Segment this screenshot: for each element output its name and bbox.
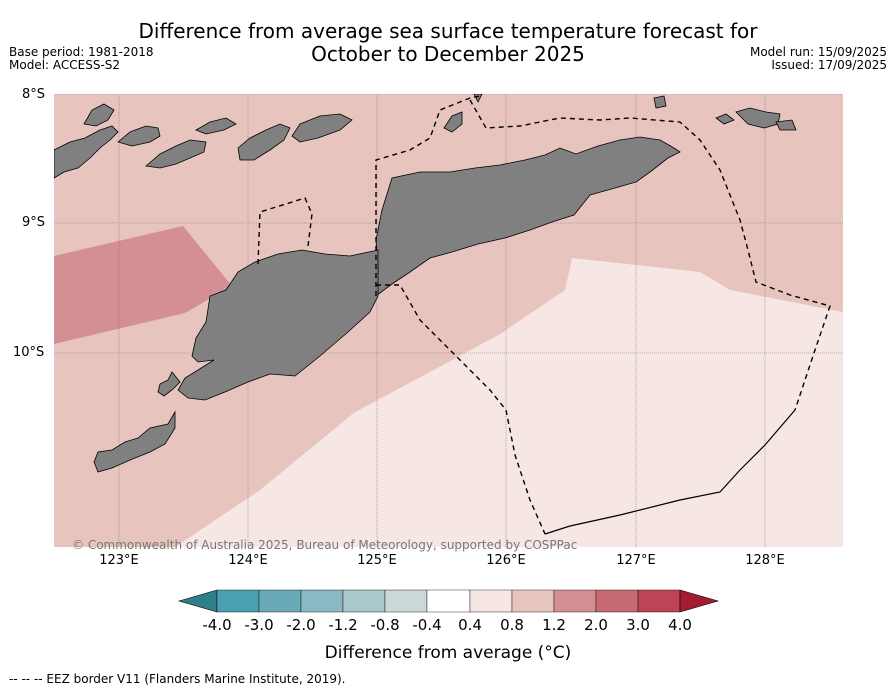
island-rote (93, 410, 176, 473)
model-run: Model run: 15/09/2025 (749, 45, 887, 59)
colorbar-tick: -2.0 (286, 616, 316, 634)
model-name: Model: ACCESS-S2 (9, 58, 121, 72)
island-atauro (443, 111, 463, 133)
colorbar-tick: 2.0 (584, 616, 608, 634)
colorbar-segment-1 (216, 589, 260, 613)
colorbar-segment-2 (258, 589, 302, 613)
map-title: Difference from average sea surface temp… (0, 20, 896, 66)
colorbar-segment-6 (426, 589, 471, 613)
lat-label-8s: 8°S (22, 87, 46, 102)
base-period: Base period: 1981-2018 (9, 45, 154, 59)
colorbar-label: Difference from average (°C) (324, 643, 572, 663)
meta-left: Base period: 1981-2018 Model: ACCESS-S2 (9, 46, 154, 72)
island-timor-west (177, 249, 379, 401)
colorbar-segment-9 (553, 589, 597, 613)
island-small-east-2 (775, 119, 797, 131)
lat-label-10s: 10°S (13, 345, 45, 360)
lon-label-124e: 124°E (228, 553, 268, 568)
island-romang (735, 107, 781, 129)
lon-label-128e: 128°E (745, 553, 785, 568)
lon-label-126e: 126°E (486, 553, 526, 568)
colorbar-tick: 4.0 (668, 616, 692, 634)
meta-right: Model run: 15/09/2025 Issued: 17/09/2025 (750, 46, 887, 72)
island-adonara (117, 125, 161, 147)
colorbar-segment-7 (469, 589, 513, 613)
island-small-north-1 (83, 103, 115, 127)
island-wetar-small (653, 95, 667, 109)
issued-date: Issued: 17/09/2025 (771, 58, 887, 72)
island-small-north-2 (473, 94, 483, 103)
colorbar-tick: 3.0 (626, 616, 650, 634)
island-solor (145, 139, 207, 169)
eez-border (257, 95, 831, 535)
colorbar-segment-10 (595, 589, 639, 613)
island-ndao (157, 371, 181, 397)
colorbar-segment-11 (637, 589, 681, 613)
colorbar-segment-8 (511, 589, 555, 613)
copyright-text: © Commonwealth of Australia 2025, Bureau… (72, 538, 578, 552)
lon-label-127e: 127°E (616, 553, 656, 568)
colorbar-tick: -4.0 (202, 616, 232, 634)
eez-note: -- -- -- EEZ border V11 (Flanders Marine… (9, 672, 346, 686)
island-timor-east (375, 136, 681, 297)
eez-border-solid (544, 409, 796, 535)
land (54, 94, 797, 473)
colorbar-min-arrow (177, 589, 218, 613)
island-pantar (237, 123, 291, 161)
colorbar-segment-3 (300, 589, 344, 613)
colorbar-tick: 0.8 (500, 616, 524, 634)
anomaly-region-0.4-0.8 (175, 258, 843, 547)
title-line-1: Difference from average sea surface temp… (138, 19, 758, 43)
colorbar-max-arrow (679, 589, 720, 613)
colorbar-tick: -0.8 (370, 616, 400, 634)
lon-label-123e: 123°E (99, 553, 139, 568)
colorbar (177, 589, 720, 613)
island-flores (54, 125, 119, 179)
lat-label-9s: 9°S (22, 215, 46, 230)
colorbar-tick: -3.0 (244, 616, 274, 634)
colorbar-segment-4 (342, 589, 386, 613)
colorbar-tick: -1.2 (328, 616, 358, 634)
lon-label-125e: 125°E (357, 553, 397, 568)
island-alor (291, 113, 353, 143)
island-lembata (195, 117, 237, 135)
colorbar-tick: -0.4 (412, 616, 442, 634)
island-small-east-1 (715, 113, 735, 125)
colorbar-tick: 0.4 (458, 616, 482, 634)
colorbar-tick: 1.2 (542, 616, 566, 634)
anomaly-region-1.2-2.0 (54, 226, 232, 344)
title-line-2: October to December 2025 (311, 42, 585, 66)
colorbar-segment-5 (384, 589, 428, 613)
